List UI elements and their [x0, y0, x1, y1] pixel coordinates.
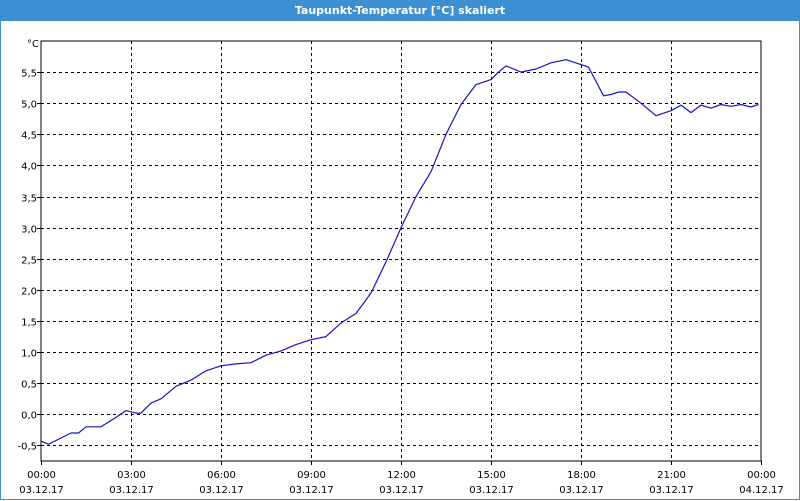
x-tick-label-date: 03.12.17: [19, 485, 64, 496]
x-tick-label-date: 03.12.17: [109, 485, 154, 496]
dewpoint-series-line: [40, 59, 759, 445]
x-tick-label-time: 00:00: [747, 470, 776, 481]
y-tick-label: 2,5: [21, 256, 37, 267]
x-tick-label-date: 03.12.17: [469, 485, 514, 496]
y-tick-label: 5,0: [21, 100, 37, 111]
x-tick-label-date: 03.12.17: [289, 485, 334, 496]
window-title: Taupunkt-Temperatur [°C] skaliert: [1, 1, 799, 21]
x-tick-label-time: 15:00: [477, 470, 506, 481]
y-axis-label: °C: [27, 39, 39, 50]
y-tick-label: 2,0: [21, 287, 37, 298]
x-tick-label-date: 04.12.17: [739, 485, 784, 496]
y-tick-label: 4,5: [21, 131, 37, 142]
y-tick-label: 3,0: [21, 225, 37, 236]
x-tick-label-time: 06:00: [207, 470, 236, 481]
y-tick-label: 1,0: [21, 349, 37, 360]
x-tick-label-time: 21:00: [657, 470, 686, 481]
dewpoint-chart: -0,5 0,0 0,5 1,0 1,5 2,0 2,5 3,0 3,5 4,0 4,5 5,0 5,5…: [17, 39, 784, 496]
x-tick-label-time: 09:00: [297, 470, 326, 481]
x-tick-label-date: 03.12.17: [379, 485, 424, 496]
x-tick-label-date: 03.12.17: [199, 485, 244, 496]
y-tick-label: 1,5: [21, 318, 37, 329]
y-tick-label: 0,5: [21, 380, 37, 391]
y-tick-label: -0,5: [17, 442, 37, 453]
x-tick-label-time: 12:00: [387, 470, 416, 481]
x-tick-label-time: 03:00: [117, 470, 146, 481]
x-tick-label-time: 00:00: [27, 470, 56, 481]
x-tick-label-date: 03.12.17: [559, 485, 604, 496]
y-tick-label: 3,5: [21, 194, 37, 205]
y-tick-label: 0,0: [21, 411, 37, 422]
x-tick-label-date: 03.12.17: [649, 485, 694, 496]
y-tick-label: 5,5: [21, 69, 37, 80]
x-tick-label-time: 18:00: [567, 470, 596, 481]
y-tick-label: 4,0: [21, 162, 37, 173]
